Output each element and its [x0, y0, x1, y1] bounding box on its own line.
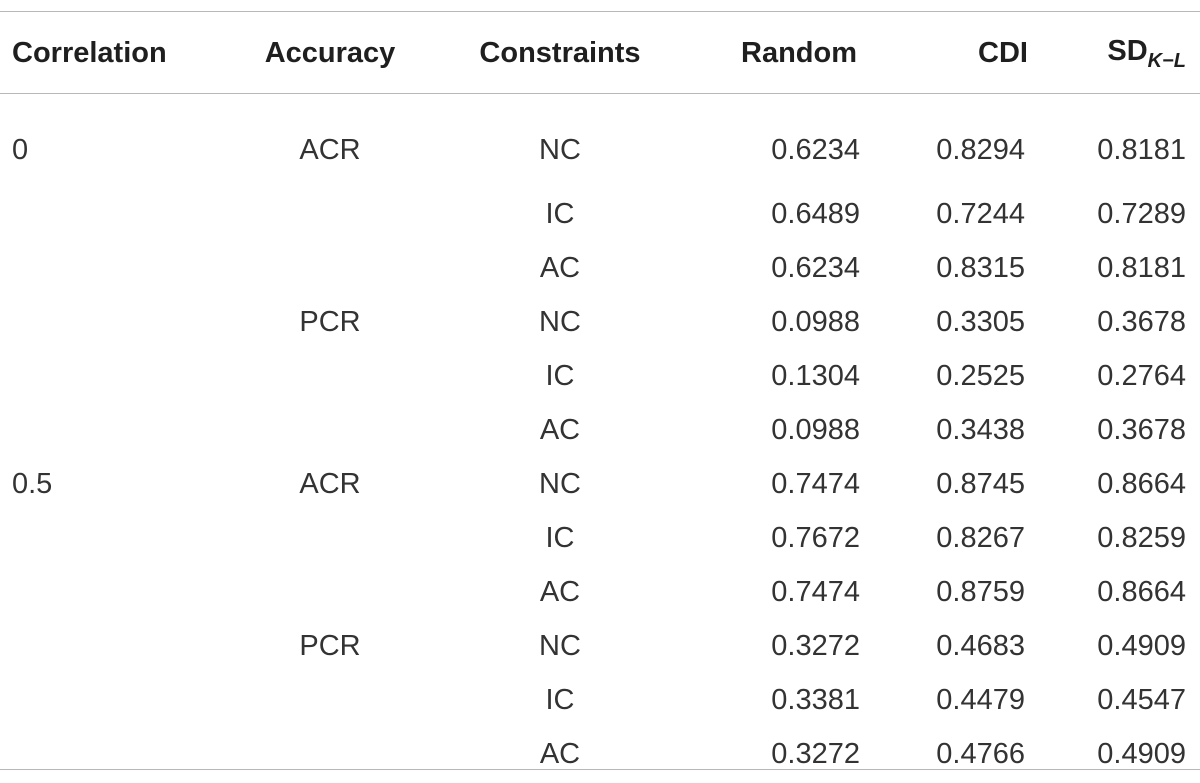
table-row: 0 ACR NC 0.6234 0.8294 0.8181 — [0, 93, 1200, 187]
cell-random: 0.7672 — [771, 521, 860, 554]
cell-constraints: NC — [539, 629, 581, 662]
cell-correlation — [0, 619, 230, 673]
cell-accuracy: ACR — [299, 133, 361, 166]
header-row: Correlation Accuracy Constraints Random … — [0, 0, 1200, 93]
cell-correlation — [0, 241, 230, 295]
cell-sd: 0.7289 — [1097, 197, 1186, 230]
cell-accuracy — [230, 673, 430, 727]
cell-accuracy — [230, 511, 430, 565]
header-sd-base: SD — [1107, 34, 1148, 67]
table-row: AC 0.0988 0.3438 0.3678 — [0, 403, 1200, 457]
cell-random: 0.3381 — [771, 683, 860, 716]
table-header-rule — [0, 93, 1200, 94]
cell-random: 0.7474 — [771, 575, 860, 608]
cell-sd: 0.8664 — [1097, 575, 1186, 608]
cell-correlation: 0.5 — [12, 467, 53, 500]
table-row: AC 0.7474 0.8759 0.8664 — [0, 565, 1200, 619]
cell-cdi: 0.3438 — [936, 413, 1025, 446]
cell-random: 0.6234 — [771, 251, 860, 284]
cell-correlation — [0, 673, 230, 727]
cell-constraints: AC — [539, 575, 581, 608]
cell-sd: 0.8181 — [1097, 133, 1186, 166]
cell-random: 0.6234 — [771, 133, 860, 166]
cell-cdi: 0.7244 — [936, 197, 1025, 230]
cell-constraints: AC — [539, 413, 581, 446]
cell-accuracy: PCR — [299, 629, 361, 662]
cell-correlation — [0, 565, 230, 619]
cell-accuracy — [230, 187, 430, 241]
cell-random: 0.6489 — [771, 197, 860, 230]
header-sd: SDK−L — [1060, 0, 1200, 93]
cell-correlation — [0, 349, 230, 403]
cell-cdi: 0.4766 — [936, 737, 1025, 770]
table-row: PCR NC 0.3272 0.4683 0.4909 — [0, 619, 1200, 673]
cell-sd: 0.4909 — [1097, 737, 1186, 770]
cell-cdi: 0.8759 — [936, 575, 1025, 608]
cell-constraints: NC — [539, 133, 581, 166]
table-row: IC 0.7672 0.8267 0.8259 — [0, 511, 1200, 565]
cell-sd: 0.8664 — [1097, 467, 1186, 500]
cell-constraints: AC — [539, 737, 581, 770]
table-row: AC 0.3272 0.4766 0.4909 — [0, 727, 1200, 781]
cell-correlation — [0, 295, 230, 349]
cell-accuracy — [230, 403, 430, 457]
header-cdi: CDI — [978, 37, 1028, 69]
table-bottom-rule — [0, 769, 1200, 770]
table-row: 0.5 ACR NC 0.7474 0.8745 0.8664 — [0, 457, 1200, 511]
cell-correlation: 0 — [12, 133, 29, 166]
cell-correlation — [0, 187, 230, 241]
table-row: IC 0.3381 0.4479 0.4547 — [0, 673, 1200, 727]
cell-random: 0.0988 — [771, 305, 860, 338]
cell-accuracy — [230, 349, 430, 403]
cell-constraints: IC — [545, 197, 575, 230]
cell-accuracy: ACR — [299, 467, 361, 500]
cell-cdi: 0.4683 — [936, 629, 1025, 662]
cell-sd: 0.2764 — [1097, 359, 1186, 392]
cell-accuracy — [230, 727, 430, 781]
cell-cdi: 0.8745 — [936, 467, 1025, 500]
cell-cdi: 0.8315 — [936, 251, 1025, 284]
header-sd-subscript: K−L — [1147, 49, 1186, 72]
cell-sd: 0.8259 — [1097, 521, 1186, 554]
cell-accuracy — [230, 241, 430, 295]
cell-correlation — [0, 727, 230, 781]
cell-sd: 0.8181 — [1097, 251, 1186, 284]
cell-sd: 0.3678 — [1097, 413, 1186, 446]
cell-sd: 0.3678 — [1097, 305, 1186, 338]
table-row: IC 0.1304 0.2525 0.2764 — [0, 349, 1200, 403]
cell-random: 0.1304 — [771, 359, 860, 392]
table-row: IC 0.6489 0.7244 0.7289 — [0, 187, 1200, 241]
cell-constraints: NC — [539, 305, 581, 338]
cell-cdi: 0.3305 — [936, 305, 1025, 338]
cell-cdi: 0.4479 — [936, 683, 1025, 716]
cell-accuracy — [230, 565, 430, 619]
table-row: PCR NC 0.0988 0.3305 0.3678 — [0, 295, 1200, 349]
cell-constraints: AC — [539, 251, 581, 284]
cell-cdi: 0.8294 — [936, 133, 1025, 166]
cell-random: 0.7474 — [771, 467, 860, 500]
cell-accuracy: PCR — [299, 305, 361, 338]
cell-sd: 0.4909 — [1097, 629, 1186, 662]
cell-cdi: 0.2525 — [936, 359, 1025, 392]
header-correlation: Correlation — [12, 37, 167, 69]
table-top-rule — [0, 11, 1200, 12]
cell-constraints: IC — [545, 683, 575, 716]
cell-random: 0.3272 — [771, 737, 860, 770]
cell-cdi: 0.8267 — [936, 521, 1025, 554]
cell-correlation — [0, 403, 230, 457]
cell-constraints: NC — [539, 467, 581, 500]
cell-correlation — [0, 511, 230, 565]
cell-random: 0.3272 — [771, 629, 860, 662]
cell-sd: 0.4547 — [1097, 683, 1186, 716]
header-constraints: Constraints — [479, 37, 641, 69]
header-random: Random — [741, 37, 857, 69]
cell-random: 0.0988 — [771, 413, 860, 446]
cell-constraints: IC — [545, 521, 575, 554]
table-row: AC 0.6234 0.8315 0.8181 — [0, 241, 1200, 295]
cell-constraints: IC — [545, 359, 575, 392]
table-body: 0 ACR NC 0.6234 0.8294 0.8181 IC 0.6489 0.7244 0.… — [0, 93, 1200, 781]
header-accuracy: Accuracy — [264, 37, 396, 69]
